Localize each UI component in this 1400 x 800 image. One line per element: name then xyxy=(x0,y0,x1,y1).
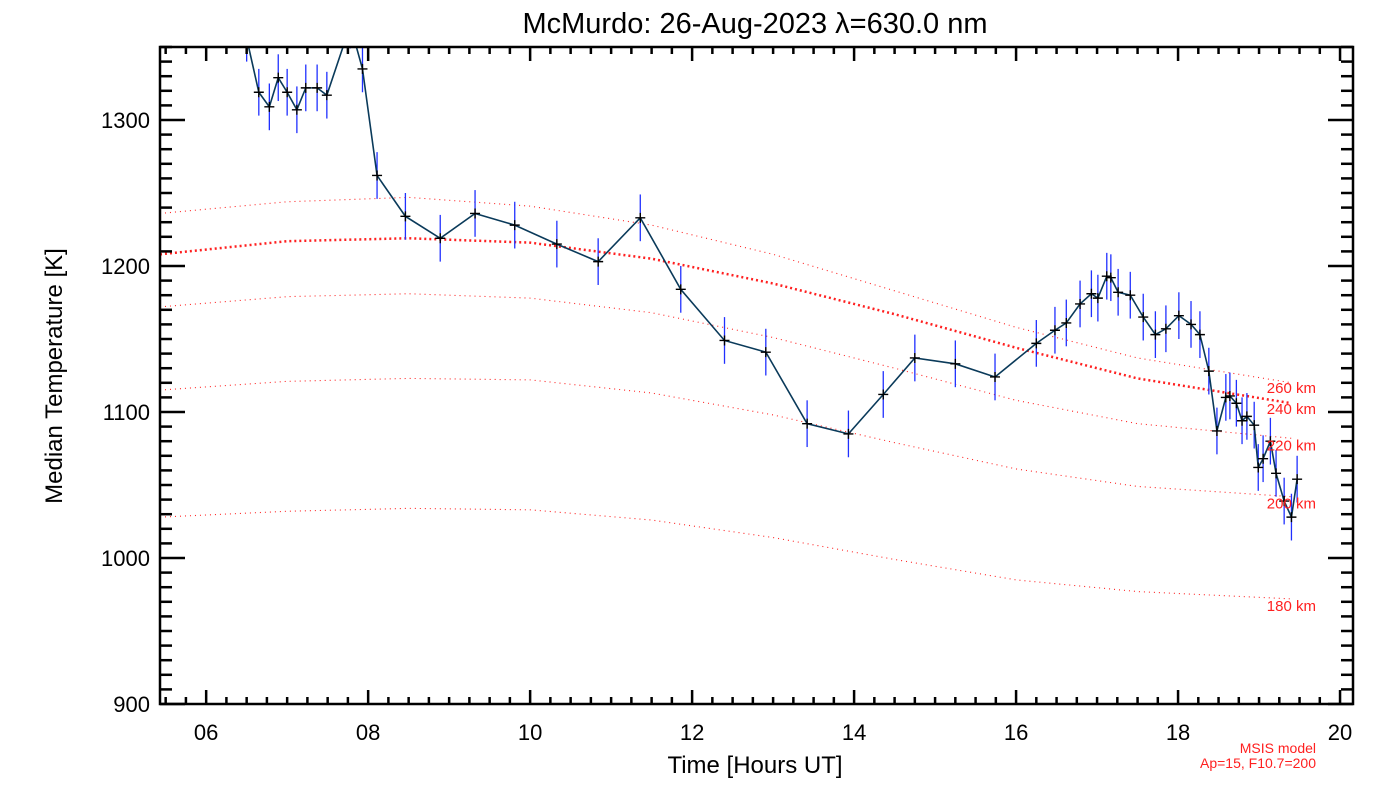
data-point xyxy=(1113,287,1124,298)
data-point xyxy=(1173,310,1184,321)
model-curve-260-km xyxy=(160,196,1292,384)
model-curve-label: 180 km xyxy=(1267,598,1316,615)
data-point xyxy=(1031,338,1042,349)
data-point xyxy=(950,358,961,369)
data-point xyxy=(909,352,920,363)
y-tick-label: 1000 xyxy=(101,546,150,571)
data-point xyxy=(1101,271,1112,282)
data-point xyxy=(1203,366,1214,377)
data-point xyxy=(1265,436,1276,447)
data-point xyxy=(400,211,411,222)
model-curve-240-km xyxy=(160,237,1292,405)
data-point xyxy=(1075,298,1086,309)
x-tick-label: 10 xyxy=(518,720,542,745)
chart-title: McMurdo: 26-Aug-2023 λ=630.0 nm xyxy=(522,8,987,40)
data-point xyxy=(300,82,311,93)
data-point xyxy=(878,389,889,400)
model-curve-200-km xyxy=(160,377,1292,498)
data-point xyxy=(719,335,730,346)
data-point xyxy=(802,418,813,429)
data-point xyxy=(253,87,264,98)
x-tick-label: 08 xyxy=(356,720,380,745)
model-curve-180-km xyxy=(160,507,1292,600)
plot-frame xyxy=(158,45,1355,706)
data-point xyxy=(990,371,1001,382)
data-point xyxy=(1271,468,1282,479)
y-tick-label: 900 xyxy=(113,692,150,717)
data-point xyxy=(1211,425,1222,436)
data-point xyxy=(1231,398,1242,409)
data-point xyxy=(242,33,252,43)
data-point xyxy=(321,90,332,101)
data-point xyxy=(593,256,604,267)
data-point xyxy=(1237,415,1248,426)
data-point xyxy=(1086,288,1097,299)
data-point xyxy=(1249,420,1260,431)
data-point xyxy=(1150,329,1161,340)
data-point xyxy=(1194,329,1205,340)
model-curve-220-km xyxy=(160,293,1292,439)
data-point xyxy=(357,63,368,74)
x-tick-label: 20 xyxy=(1328,720,1352,745)
y-tick-label: 1200 xyxy=(101,254,150,279)
data-point xyxy=(843,428,854,439)
data-point xyxy=(1061,317,1072,328)
data-point xyxy=(435,233,446,244)
x-tick-label: 12 xyxy=(680,720,704,745)
data-point xyxy=(635,212,646,223)
data-point xyxy=(1253,462,1264,473)
model-curve-label: 220 km xyxy=(1267,437,1316,454)
data-point xyxy=(273,72,284,83)
data-point xyxy=(282,87,293,98)
data-point xyxy=(509,220,520,231)
x-axis-label: Time [Hours UT] xyxy=(667,752,842,779)
data-point xyxy=(1049,325,1060,336)
series-line xyxy=(247,47,1298,520)
x-tick-label: 14 xyxy=(842,720,866,745)
model-curve-label: 260 km xyxy=(1267,380,1316,397)
y-axis-label: Median Temperature [K] xyxy=(41,248,68,504)
data-point xyxy=(1125,290,1136,301)
data-point xyxy=(1241,411,1252,422)
x-tick-label: 16 xyxy=(1004,720,1028,745)
data-point xyxy=(675,284,686,295)
model-curve-label: 200 km xyxy=(1267,496,1316,513)
data-point xyxy=(1105,272,1116,283)
data-series xyxy=(242,20,1303,541)
data-point xyxy=(312,82,323,93)
data-point xyxy=(1292,474,1303,485)
data-point xyxy=(1092,293,1103,304)
y-tick-label: 1300 xyxy=(101,108,150,133)
model-params-annotation: Ap=15, F10.7=200 xyxy=(1200,755,1316,771)
data-point xyxy=(372,170,383,181)
data-point xyxy=(1224,390,1235,401)
data-point xyxy=(470,208,481,219)
x-tick-label: 18 xyxy=(1166,720,1190,745)
data-point xyxy=(1138,312,1149,323)
x-tick-label: 06 xyxy=(194,720,218,745)
data-point xyxy=(291,104,302,115)
data-point xyxy=(1286,512,1297,523)
data-point xyxy=(760,347,771,358)
axes: 06 08 10 12 14 16 18 20 900 1000 1100 1200 1300 xyxy=(101,45,1355,745)
data-point xyxy=(1160,323,1171,334)
data-point xyxy=(264,101,275,112)
model-name-annotation: MSIS model xyxy=(1240,740,1316,756)
data-point xyxy=(1279,496,1290,507)
y-tick-label: 1100 xyxy=(103,400,150,425)
data-point xyxy=(551,239,562,250)
model-curves xyxy=(160,196,1292,600)
data-point xyxy=(1220,392,1231,403)
data-point xyxy=(1186,319,1197,330)
data-point xyxy=(345,20,355,30)
data-point xyxy=(1258,453,1269,464)
model-curve-label: 240 km xyxy=(1267,401,1316,418)
